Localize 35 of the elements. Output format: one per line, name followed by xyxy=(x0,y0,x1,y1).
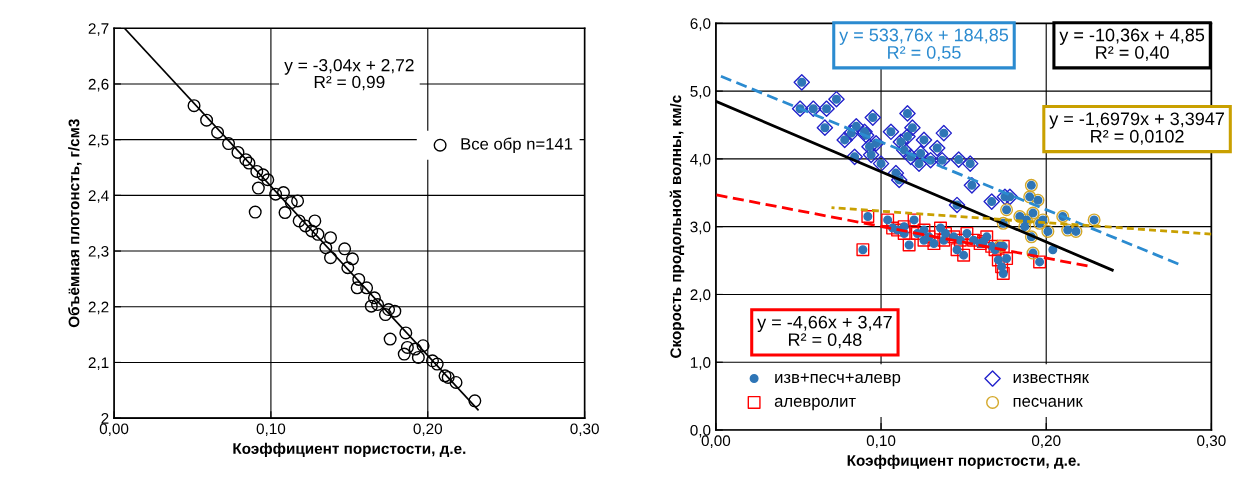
y-axis-title: Объёмная плотонсть, г/см3 xyxy=(68,119,82,328)
x-tick-label: 0,10 xyxy=(866,435,896,448)
legend-label: песчаник xyxy=(1013,397,1083,407)
y-tick-label: 4,0 xyxy=(690,153,711,167)
y-tick-label: 2 xyxy=(101,413,109,424)
x-tick-label: 0,30 xyxy=(1197,435,1226,448)
y-tick-label: 3,0 xyxy=(690,221,711,235)
annotation: y = 533,76x + 184,85 R² = 0,55 xyxy=(839,28,1009,61)
annotation: y = -10,36x + 4,85 R² = 0,40 xyxy=(1059,28,1205,61)
annotation: y = -4,66x + 3,47 R² = 0,48 xyxy=(757,315,892,349)
y-tick-label: 2,1 xyxy=(88,357,109,370)
legend-label: алевролит xyxy=(774,397,856,411)
annotation: y = -1,6979x + 3,3947 R² = 0,0102 xyxy=(1049,112,1224,145)
x-tick-label: 0,20 xyxy=(1031,435,1061,448)
x-tick-label: 0,20 xyxy=(413,423,443,437)
y-tick-label: 5,0 xyxy=(690,85,711,99)
legend-label: Все обр n=141 xyxy=(461,137,573,154)
y-axis-title: Скорость продольной волны, км/с xyxy=(669,95,685,358)
y-tick-label: 2,2 xyxy=(88,301,109,315)
x-axis-title: Коэффициент пористости, д.е. xyxy=(233,442,466,458)
y-tick-label: 2,4 xyxy=(88,190,109,203)
x-tick-label: 0,00 xyxy=(99,423,129,437)
y-tick-label: 2,5 xyxy=(88,134,109,148)
y-tick-label: 2,7 xyxy=(88,23,109,36)
y-tick-label: 1,0 xyxy=(690,357,711,370)
x-axis-title: Коэффициент пористости, д.е. xyxy=(847,454,1080,469)
y-tick-label: 2,3 xyxy=(88,245,109,259)
y-tick-label: 2,6 xyxy=(88,78,109,92)
x-tick-label: 0,10 xyxy=(256,423,286,437)
legend-label: известняк xyxy=(1013,373,1090,384)
annotation: y = -3,04x + 2,72 R² = 0,99 xyxy=(284,59,414,91)
x-tick-label: 0,30 xyxy=(570,423,599,437)
y-tick-label: 2,0 xyxy=(690,289,711,302)
legend-label: изв+песч+алевр xyxy=(775,373,901,387)
y-tick-label: 6,0 xyxy=(690,18,711,31)
